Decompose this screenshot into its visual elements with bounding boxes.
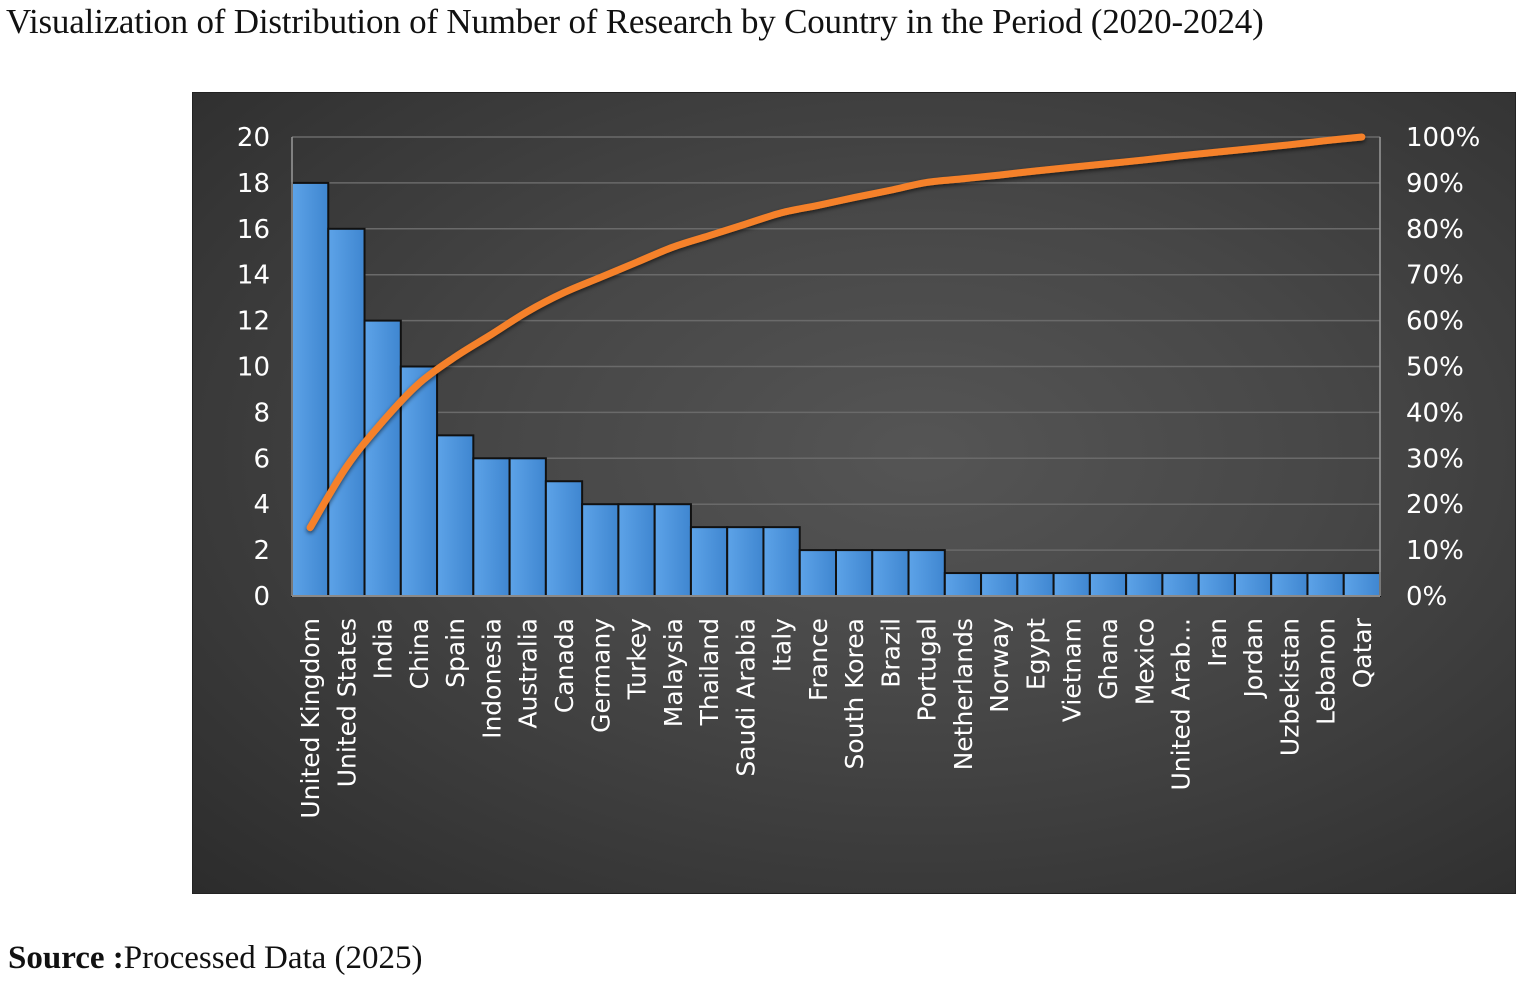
bar	[327, 227, 366, 598]
x-tick-label: Egypt	[1021, 618, 1050, 690]
y2-tick-label: 40%	[1406, 398, 1464, 428]
y2-tick-label: 80%	[1406, 215, 1464, 245]
x-tick-label: Mexico	[1130, 618, 1159, 705]
bar	[291, 181, 330, 597]
y-tick-label: 4	[253, 490, 270, 520]
x-tick-label: South Korea	[840, 618, 869, 769]
y2-axis-ticks: 0% 10% 20% 30% 40% 50% 60% 70% 80% 90% 100%	[1406, 123, 1480, 612]
bar	[363, 319, 402, 597]
bar	[1125, 572, 1164, 597]
bar	[1088, 572, 1128, 597]
x-tick-label: United States	[332, 618, 361, 787]
bar	[544, 480, 584, 597]
bar	[1016, 572, 1055, 597]
y2-tick-label: 20%	[1406, 490, 1464, 520]
y2-tick-label: 70%	[1406, 261, 1464, 291]
bar	[1342, 572, 1381, 597]
bar	[1052, 572, 1091, 597]
x-tick-label: United Arab...	[1167, 618, 1196, 791]
y-tick-label: 12	[237, 307, 270, 337]
y-tick-label: 14	[237, 261, 270, 291]
y-tick-label: 2	[253, 536, 270, 566]
x-tick-label: Thailand	[695, 618, 724, 726]
x-axis-ticks: United Kingdom United States India China Spa…	[296, 617, 1377, 818]
x-tick-label: Malaysia	[659, 618, 688, 727]
bar	[689, 526, 729, 598]
bar	[399, 365, 439, 597]
bar	[508, 457, 547, 597]
x-tick-label: Brazil	[876, 618, 905, 688]
y-tick-label: 6	[253, 444, 270, 474]
source-text: Processed Data (2025)	[123, 940, 423, 976]
chart-title: Visualization of Distribution of Number …	[6, 2, 1264, 41]
x-tick-label: Turkey	[623, 618, 652, 701]
x-tick-label: Netherlands	[949, 618, 978, 770]
x-tick-label: India	[369, 618, 398, 679]
x-tick-label: China	[405, 618, 434, 689]
x-tick-label: Jordan	[1239, 618, 1268, 700]
bar	[835, 549, 874, 597]
bar	[762, 526, 801, 598]
x-tick-label: Ghana	[1094, 618, 1123, 700]
bar	[798, 549, 838, 597]
axes	[291, 137, 1381, 597]
x-tick-label: Saudi Arabia	[731, 618, 760, 777]
bar	[1233, 572, 1273, 597]
y-tick-label: 16	[237, 215, 270, 245]
x-tick-label: Uzbekistan	[1275, 618, 1304, 756]
y-axis-ticks: 0 2 4 6 8 10 12 14 16 18 20	[237, 123, 270, 612]
x-tick-label: Vietnam	[1058, 618, 1087, 722]
x-tick-label: Lebanon	[1312, 618, 1341, 725]
bar	[726, 526, 765, 598]
y2-tick-label: 100%	[1406, 123, 1480, 153]
x-tick-label: United Kingdom	[296, 618, 325, 819]
bar	[871, 549, 910, 597]
bar	[581, 503, 620, 598]
bar	[943, 572, 983, 597]
bar	[472, 457, 511, 597]
x-tick-label: Qatar	[1348, 617, 1377, 688]
bar	[617, 503, 656, 598]
x-tick-label: Australia	[514, 618, 543, 729]
x-tick-label: Italy	[768, 618, 797, 672]
y-tick-label: 18	[237, 169, 270, 199]
y-tick-label: 0	[253, 582, 270, 612]
y-tick-label: 20	[237, 123, 270, 153]
x-tick-label: Indonesia	[477, 618, 506, 739]
source-note: Source :Processed Data (2025)	[8, 940, 423, 977]
x-tick-label: Iran	[1203, 618, 1232, 667]
x-tick-label: France	[804, 618, 833, 701]
y-tick-label: 8	[253, 398, 270, 428]
bar	[1306, 572, 1345, 597]
cumulative-line-series	[306, 133, 1366, 532]
source-label: Source :	[8, 940, 124, 976]
y2-tick-label: 10%	[1406, 536, 1464, 566]
x-tick-label: Canada	[550, 618, 579, 713]
x-tick-label: Spain	[441, 618, 470, 688]
bar	[436, 434, 475, 597]
x-tick-label: Portugal	[913, 618, 942, 722]
y2-tick-label: 0%	[1406, 582, 1447, 612]
gridlines	[292, 136, 1380, 597]
bar-series	[291, 181, 1381, 598]
x-tick-label: Norway	[985, 618, 1014, 713]
bar	[907, 549, 946, 597]
y2-tick-label: 50%	[1406, 353, 1464, 383]
bar	[980, 572, 1019, 597]
bar	[1161, 572, 1200, 597]
cumulative-line	[306, 133, 1366, 532]
bar	[653, 503, 692, 598]
bar	[1270, 572, 1309, 597]
bar	[1197, 572, 1236, 597]
x-tick-label: Germany	[586, 618, 615, 733]
y-tick-label: 10	[237, 353, 270, 383]
y2-tick-label: 30%	[1406, 444, 1464, 474]
y2-tick-label: 60%	[1406, 307, 1464, 337]
y2-tick-label: 90%	[1406, 169, 1464, 199]
